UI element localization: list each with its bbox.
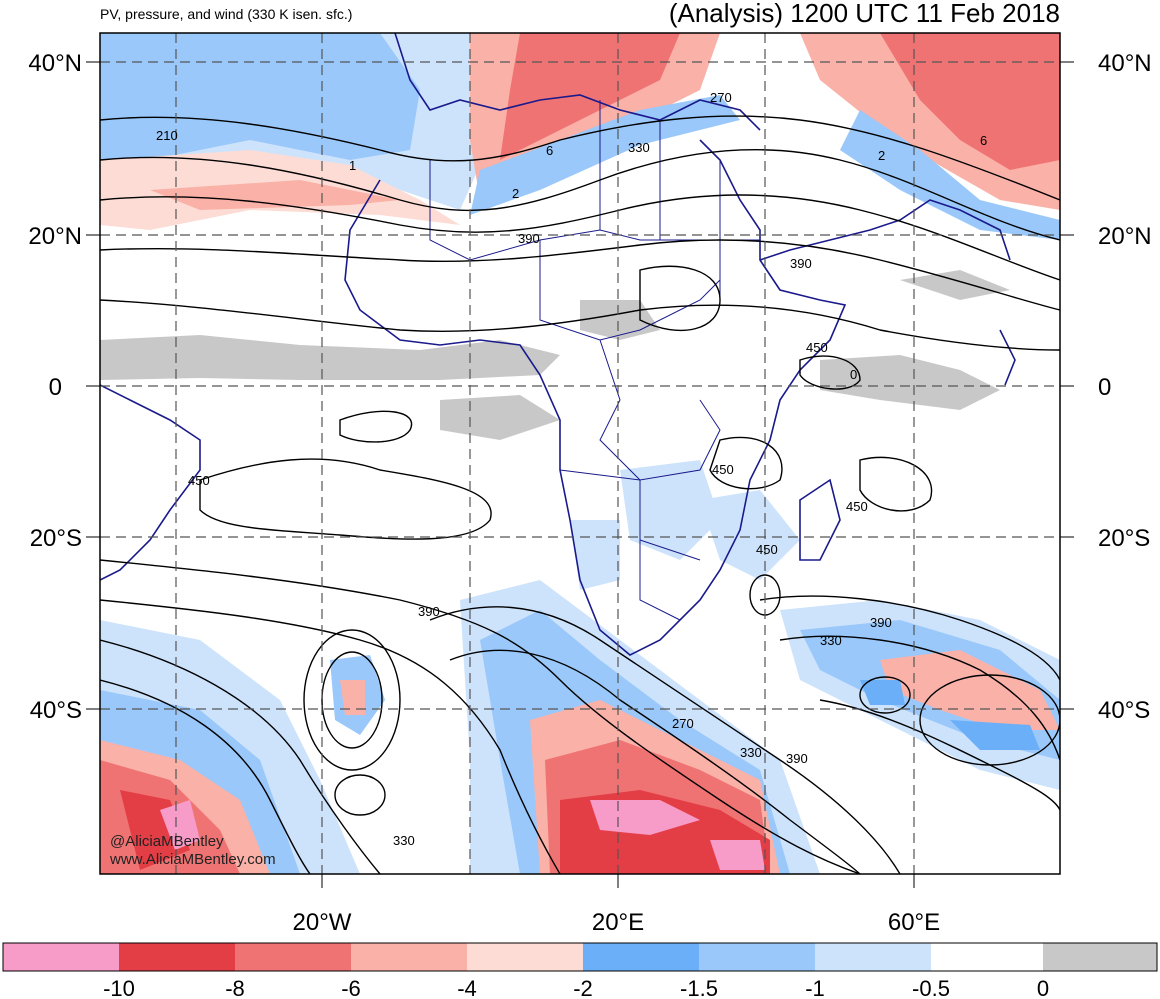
colorbar-swatch bbox=[467, 943, 583, 971]
colorbar-swatch bbox=[235, 943, 351, 971]
colorbar bbox=[3, 943, 1157, 971]
contour-label: 330 bbox=[393, 833, 415, 848]
contour-label: 330 bbox=[740, 745, 762, 760]
map-title: (Analysis) 1200 UTC 11 Feb 2018 bbox=[668, 0, 1060, 28]
colorbar-swatch bbox=[815, 943, 931, 971]
lon-label: 20°E bbox=[592, 909, 644, 936]
contour-label: 390 bbox=[870, 615, 892, 630]
contour-label: 2 bbox=[512, 186, 519, 201]
contour-label: 270 bbox=[710, 90, 732, 105]
lat-lon-grid bbox=[100, 33, 1060, 874]
colorbar-labels: -10 -8 -6 -4 -2 -1.5 -1 -0.5 0 bbox=[103, 976, 1049, 999]
pressure-contours bbox=[100, 115, 1060, 874]
colorbar-swatch bbox=[119, 943, 235, 971]
colorbar-tick-label: -10 bbox=[103, 976, 135, 999]
contour-label: 0 bbox=[850, 367, 857, 382]
colorbar-tick-label: -1.5 bbox=[680, 976, 718, 999]
contour-label: 450 bbox=[188, 473, 210, 488]
colorbar-frame bbox=[2, 942, 1158, 972]
lat-label-right: 20°S bbox=[1098, 525, 1150, 552]
colorbar-tick-label: 0 bbox=[1037, 976, 1049, 999]
colorbar-swatch bbox=[3, 943, 119, 971]
colorbar-swatch bbox=[931, 943, 1043, 971]
lon-label: 20°W bbox=[293, 909, 352, 936]
contour-label: 6 bbox=[546, 143, 553, 158]
colorbar-tick-label: -6 bbox=[341, 976, 361, 999]
contour-label: 390 bbox=[790, 256, 812, 271]
longitude-labels: 20°W 20°E 60°E bbox=[293, 909, 941, 936]
lon-label: 60°E bbox=[888, 909, 940, 936]
latitude-labels: 40°N 20°N 0 20°S 40°S 40°N 20°N 0 20°S 4… bbox=[28, 50, 1151, 724]
contour-label: 2 bbox=[878, 148, 885, 163]
lat-label-right: 40°S bbox=[1098, 697, 1150, 724]
contour-label-group: 210 1 6 2 390 330 270 2 6 390 450 0 450 … bbox=[156, 90, 987, 848]
contour-label: 390 bbox=[418, 604, 440, 619]
lat-label-left: 20°S bbox=[30, 525, 82, 552]
contour-label: 330 bbox=[628, 140, 650, 155]
contour-label: 210 bbox=[156, 128, 178, 143]
lat-label-right: 40°N bbox=[1098, 50, 1152, 77]
contour-label: 270 bbox=[672, 716, 694, 731]
watermark: @AliciaMBentley www.AliciaMBentley.com bbox=[109, 833, 276, 868]
lat-label-left: 40°N bbox=[28, 50, 82, 77]
colorbar-tick-label: -4 bbox=[457, 976, 477, 999]
lat-label-right: 20°N bbox=[1098, 223, 1152, 250]
watermark-url: www.AliciaMBentley.com bbox=[109, 851, 276, 868]
map-subtitle: PV, pressure, and wind (330 K isen. sfc.… bbox=[100, 6, 353, 22]
lat-label-right: 0 bbox=[1098, 374, 1111, 401]
colorbar-swatch bbox=[583, 943, 699, 971]
lat-label-left: 40°S bbox=[30, 697, 82, 724]
contour-label: 390 bbox=[786, 751, 808, 766]
contour-label: 450 bbox=[756, 542, 778, 557]
map-frame bbox=[99, 32, 1061, 875]
colorbar-tick-label: -0.5 bbox=[912, 976, 950, 999]
contour-label: 6 bbox=[980, 133, 987, 148]
watermark-handle: @AliciaMBentley bbox=[110, 833, 224, 850]
lat-label-left: 20°N bbox=[28, 223, 82, 250]
colorbar-swatch bbox=[351, 943, 467, 971]
contour-label: 450 bbox=[806, 340, 828, 355]
contour-label: 450 bbox=[846, 499, 868, 514]
colorbar-swatch bbox=[1043, 943, 1157, 971]
colorbar-swatch bbox=[699, 943, 815, 971]
contour-label: 330 bbox=[820, 633, 842, 648]
colorbar-tick-label: -1 bbox=[805, 976, 825, 999]
contour-label: 450 bbox=[712, 462, 734, 477]
axis-ticks bbox=[86, 61, 1074, 888]
contour-label: 390 bbox=[518, 231, 540, 246]
colorbar-tick-label: -8 bbox=[225, 976, 245, 999]
contour-label: 1 bbox=[349, 158, 356, 173]
colorbar-tick-label: -2 bbox=[573, 976, 593, 999]
lat-label-left: 0 bbox=[49, 374, 62, 401]
